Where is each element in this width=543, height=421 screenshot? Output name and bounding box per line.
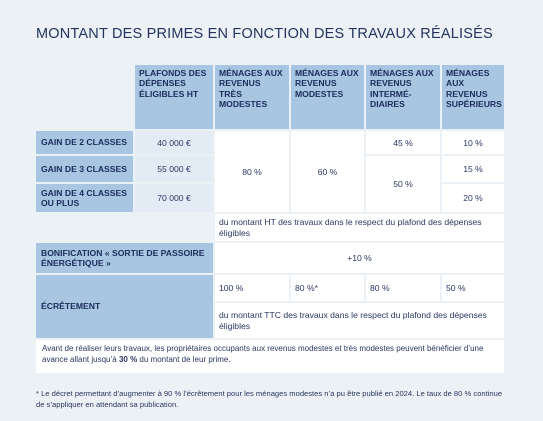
header-superieurs: MÉNAGES AUX REVENUS SUPÉRIEURS xyxy=(442,65,504,129)
note-ttc: du montant TTC des travaux dans le respe… xyxy=(215,303,504,338)
footnote: * Le décret permettant d’augmenter à 90 … xyxy=(36,389,503,409)
note-ht: du montant HT des travaux dans le respec… xyxy=(215,214,504,241)
ecretement-intermediaires: 80 % xyxy=(366,275,440,301)
row-label-gain-2: GAIN DE 2 CLASSES xyxy=(36,131,133,154)
value-intermediaires-gain-3-4: 50 % xyxy=(366,156,440,212)
value-modestes: 60 % xyxy=(291,131,364,212)
ecretement-modestes: 80 %* xyxy=(291,275,364,301)
plafond-gain-2: 40 000 € xyxy=(135,131,213,154)
header-plafonds: PLAFONDS DES DÉPENSES ÉLIGIBLES HT xyxy=(135,65,213,129)
value-superieurs-gain-3: 15 % xyxy=(442,156,504,182)
header-modestes: MÉNAGES AUX REVENUS MODESTES xyxy=(291,65,364,129)
plafond-gain-4: 70 000 € xyxy=(135,184,213,212)
value-tres-modestes: 80 % xyxy=(215,131,289,212)
row-label-ecretement: ÉCRÊTEMENT xyxy=(36,275,213,338)
header-intermediaires: MÉNAGES AUX REVENUS INTERMÉ- DIAIRES xyxy=(366,65,440,129)
row-label-bonification: BONIFICATION « SORTIE DE PASSOIRE ÉNERGÉ… xyxy=(36,243,213,273)
avance-text-before: Avant de réaliser leurs travaux, les pro… xyxy=(42,344,484,364)
avance-percent: 30 % xyxy=(118,355,138,364)
page-title: MONTANT DES PRIMES EN FONCTION DES TRAVA… xyxy=(36,26,493,42)
avance-text-after: du montant de leur prime. xyxy=(137,355,231,364)
plafond-gain-3: 55 000 € xyxy=(135,156,213,182)
ecretement-superieurs: 50 % xyxy=(442,275,504,301)
row-label-gain-3: GAIN DE 3 CLASSES xyxy=(36,156,133,182)
header-tres-modestes: MÉNAGES AUX REVENUS TRÈS MODESTES xyxy=(215,65,289,129)
avance-note: Avant de réaliser leurs travaux, les pro… xyxy=(36,340,504,373)
row-label-gain-4: GAIN DE 4 CLASSES OU PLUS xyxy=(36,184,133,212)
value-bonification: +10 % xyxy=(215,243,504,273)
ecretement-tres-modestes: 100 % xyxy=(215,275,289,301)
value-superieurs-gain-4: 20 % xyxy=(442,184,504,212)
value-superieurs-gain-2: 10 % xyxy=(442,131,504,154)
value-intermediaires-gain-2: 45 % xyxy=(366,131,440,154)
